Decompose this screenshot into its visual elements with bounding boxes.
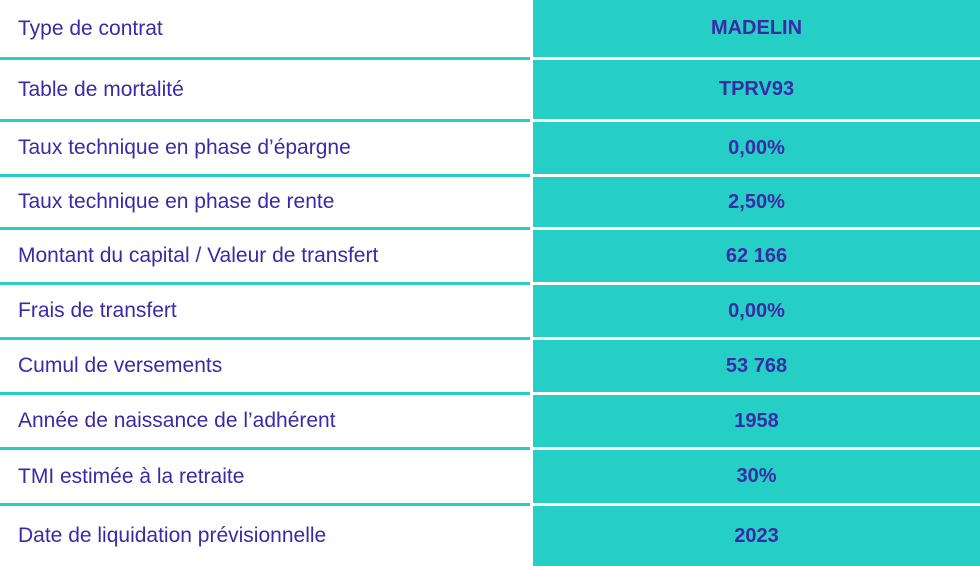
row-value: 0,00%	[530, 285, 980, 340]
table-row: Taux technique en phase d’épargne 0,00%	[0, 122, 980, 177]
row-label: Frais de transfert	[0, 285, 530, 340]
row-label: Cumul de versements	[0, 340, 530, 395]
table-row: Date de liquidation prévisionnelle 2023	[0, 506, 980, 566]
row-value: 62 166	[530, 230, 980, 285]
table-row: Taux technique en phase de rente 2,50%	[0, 177, 980, 230]
table-row: Frais de transfert 0,00%	[0, 285, 980, 340]
row-label: Type de contrat	[0, 0, 530, 60]
row-value: 2023	[530, 506, 980, 566]
row-label: Montant du capital / Valeur de transfert	[0, 230, 530, 285]
row-label: Taux technique en phase d’épargne	[0, 122, 530, 177]
row-label: Taux technique en phase de rente	[0, 177, 530, 230]
table-row: Type de contrat MADELIN	[0, 0, 980, 60]
table-row: Table de mortalité TPRV93	[0, 60, 980, 122]
table-row: Année de naissance de l’adhérent 1958	[0, 395, 980, 450]
table-row: TMI estimée à la retraite 30%	[0, 450, 980, 506]
row-label: Année de naissance de l’adhérent	[0, 395, 530, 450]
table-row: Cumul de versements 53 768	[0, 340, 980, 395]
row-value: 0,00%	[530, 122, 980, 177]
row-label: Table de mortalité	[0, 60, 530, 122]
table-row: Montant du capital / Valeur de transfert…	[0, 230, 980, 285]
row-label: TMI estimée à la retraite	[0, 450, 530, 506]
row-value: 30%	[530, 450, 980, 506]
row-value: 2,50%	[530, 177, 980, 230]
row-value: MADELIN	[530, 0, 980, 60]
row-label: Date de liquidation prévisionnelle	[0, 506, 530, 566]
row-value: TPRV93	[530, 60, 980, 122]
row-value: 53 768	[530, 340, 980, 395]
row-value: 1958	[530, 395, 980, 450]
